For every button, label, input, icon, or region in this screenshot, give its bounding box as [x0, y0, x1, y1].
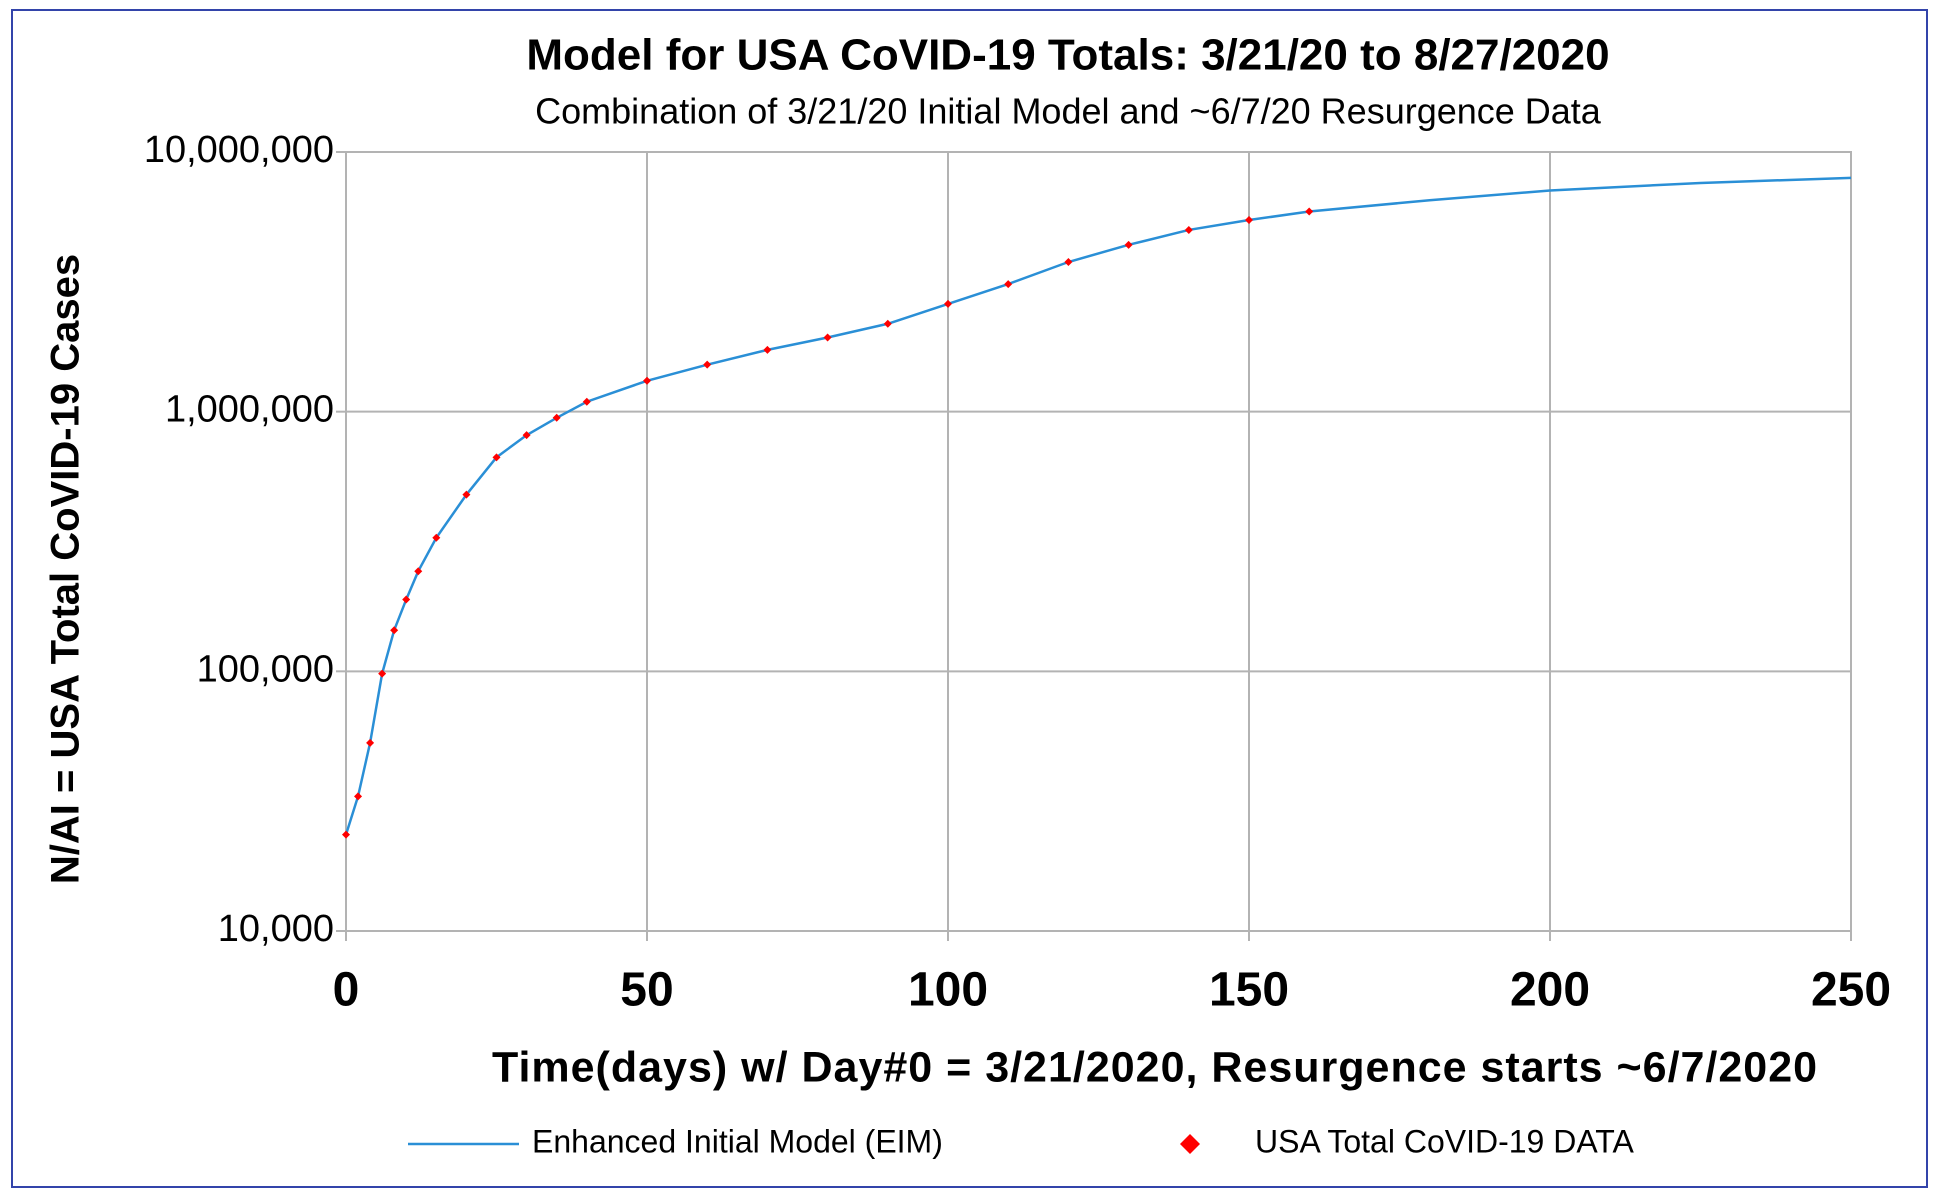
data-point	[390, 626, 399, 635]
y-tick-label: 10,000,000	[144, 129, 334, 171]
x-tick-label: 200	[1510, 964, 1590, 1017]
data-point	[703, 360, 712, 369]
data-point	[414, 567, 423, 576]
chart-title: Model for USA CoVID-19 Totals: 3/21/20 t…	[526, 31, 1609, 80]
y-axis-label: N/AI = USA Total CoVID-19 Cases	[44, 254, 88, 884]
data-point	[552, 413, 561, 422]
data-point	[432, 533, 441, 542]
data-point	[823, 333, 832, 342]
x-tick-label: 250	[1811, 964, 1891, 1017]
x-axis-label: Time(days) w/ Day#0 = 3/21/2020, Resurge…	[492, 1043, 1818, 1091]
data-point	[944, 299, 952, 308]
data-point	[643, 376, 651, 385]
data-point	[522, 431, 531, 440]
data-point	[366, 738, 375, 747]
data-point	[354, 792, 363, 801]
data-point	[402, 595, 411, 604]
y-tick-label: 1,000,000	[165, 389, 334, 431]
x-tick-label: 150	[1209, 964, 1289, 1017]
data-point	[1124, 240, 1133, 249]
data-point	[582, 397, 591, 406]
plot-area	[345, 151, 1852, 932]
data-point	[883, 319, 892, 328]
data-point	[1064, 258, 1073, 267]
legend-label: USA Total CoVID-19 DATA	[1255, 1123, 1634, 1159]
x-tick-label: 0	[333, 964, 360, 1017]
legend-marker	[1180, 1134, 1200, 1154]
y-tick-label: 10,000	[218, 908, 334, 950]
data-point	[1184, 225, 1193, 234]
legend-label: Enhanced Initial Model (EIM)	[532, 1123, 943, 1159]
chart-subtitle: Combination of 3/21/20 Initial Model and…	[535, 91, 1602, 132]
data-point	[763, 345, 772, 354]
x-tick-label: 100	[908, 964, 988, 1017]
data-point	[342, 830, 350, 839]
x-tick-label: 50	[620, 964, 673, 1017]
data-point	[492, 453, 501, 462]
data-point	[378, 669, 387, 678]
y-tick-label: 100,000	[197, 648, 334, 690]
data-point	[1245, 216, 1253, 225]
data-point	[462, 490, 471, 499]
data-point	[1004, 280, 1013, 289]
data-point	[1305, 207, 1314, 216]
